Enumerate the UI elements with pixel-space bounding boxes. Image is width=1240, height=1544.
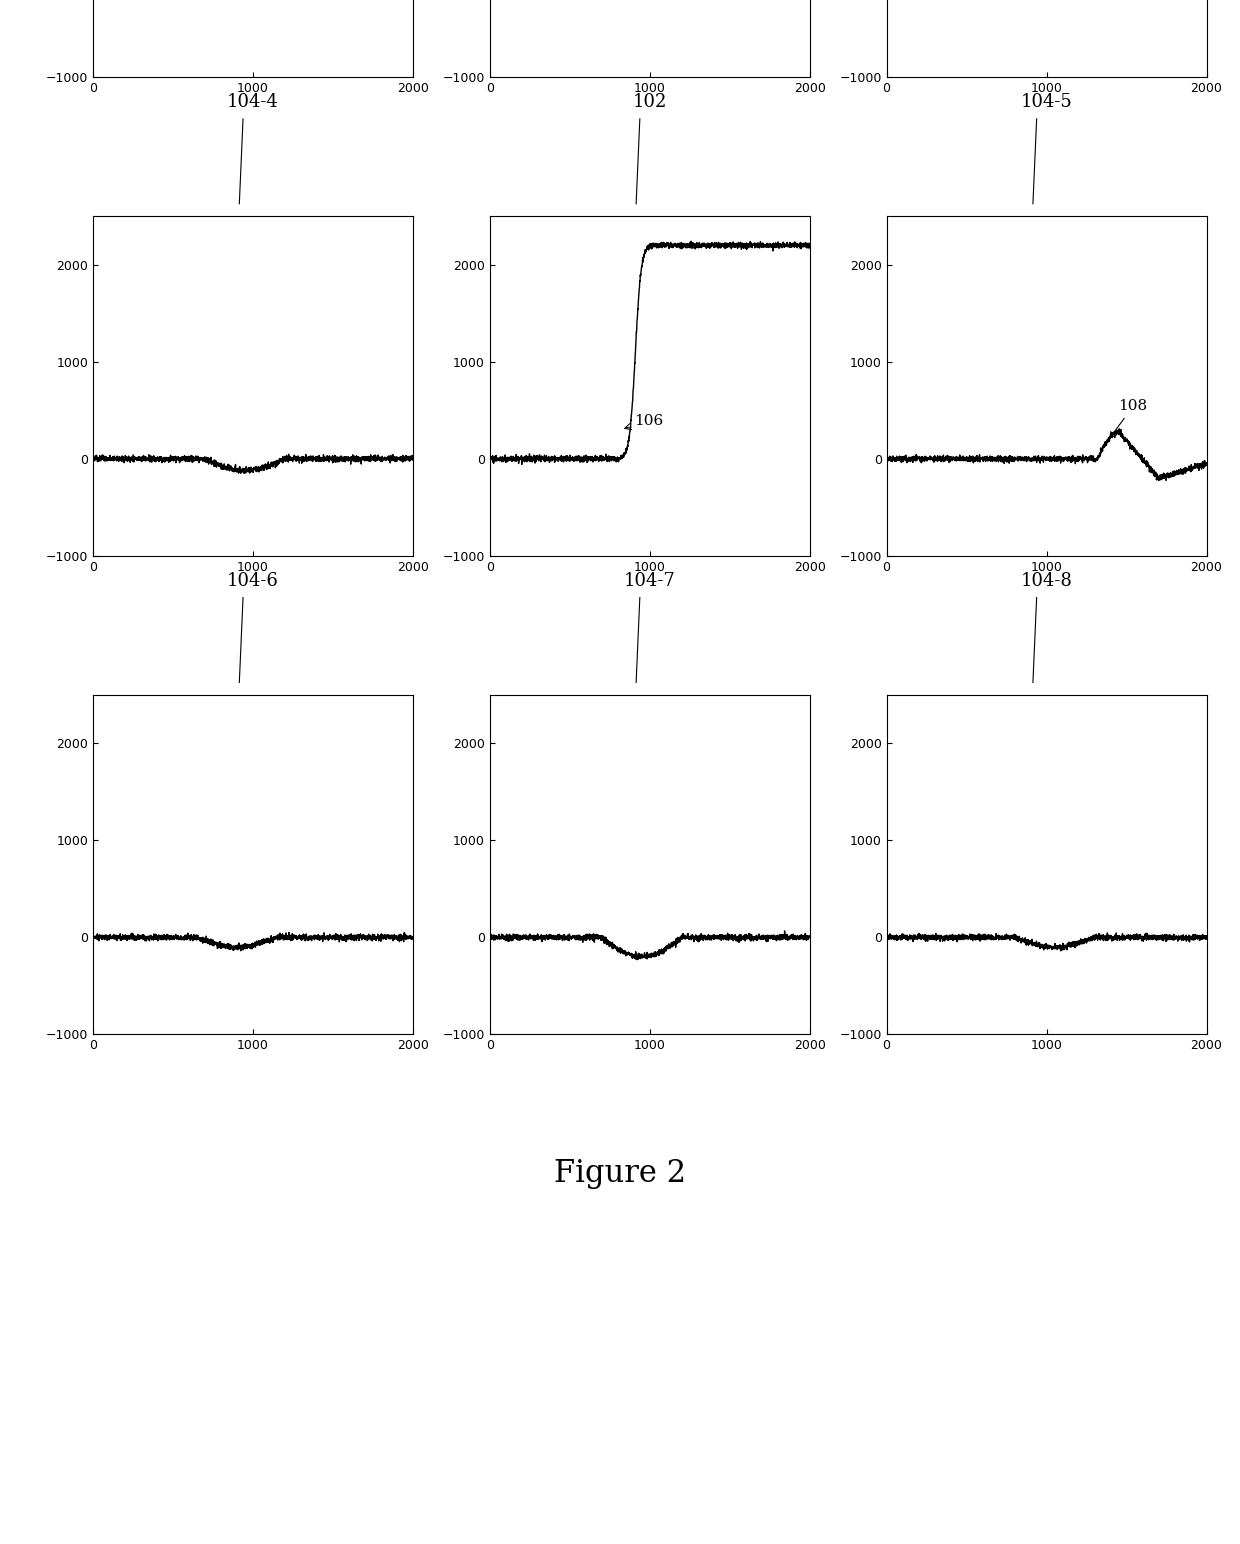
Text: 106: 106 [625,414,663,429]
Text: 104-4: 104-4 [227,93,279,111]
Text: 104-8: 104-8 [1021,571,1073,590]
Text: 104-5: 104-5 [1021,93,1073,111]
Text: 104-7: 104-7 [624,571,676,590]
Text: Figure 2: Figure 2 [554,1158,686,1189]
Text: 104-6: 104-6 [227,571,279,590]
Text: 108: 108 [1110,400,1148,438]
Text: 102: 102 [632,93,667,111]
